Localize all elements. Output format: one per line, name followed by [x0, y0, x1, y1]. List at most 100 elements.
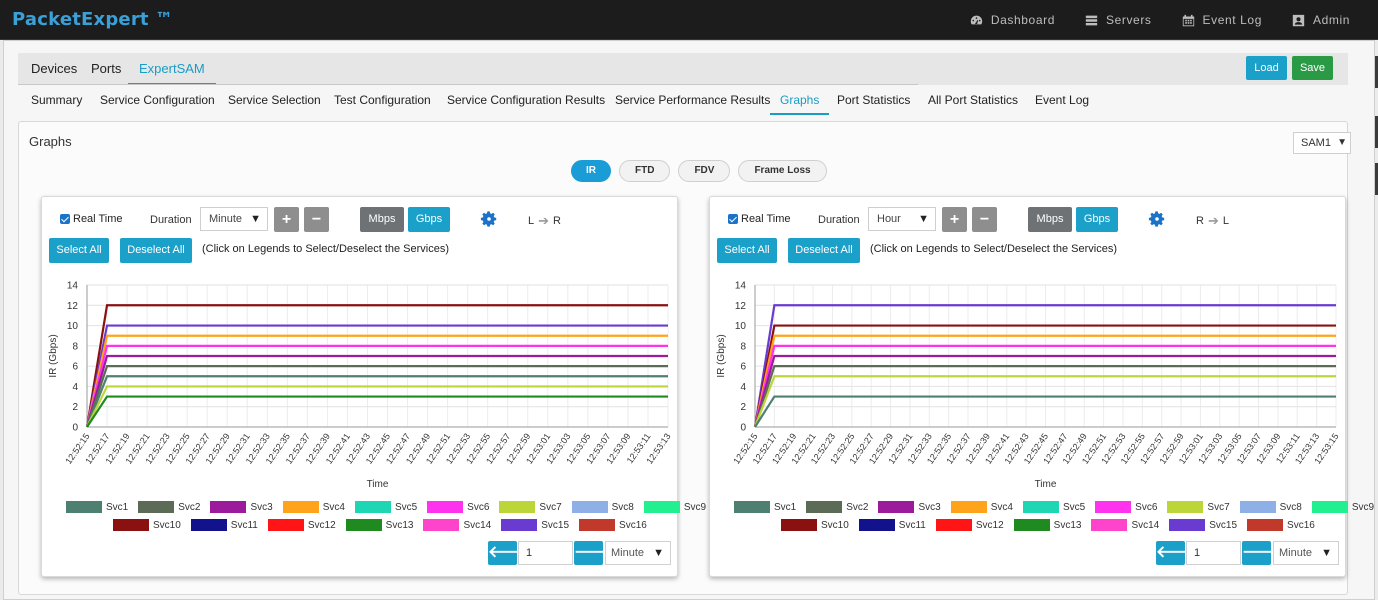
series-line-svc10[interactable]	[85, 304, 668, 428]
deselect-all-button[interactable]: Deselect All	[788, 238, 860, 263]
next-page-button[interactable]: 🡒	[1242, 541, 1285, 565]
legend-item-svc7[interactable]: Svc7	[499, 501, 571, 513]
tab-ports[interactable]: Ports	[91, 61, 122, 76]
tab-all-port-statistics[interactable]: All Port Statistics	[928, 93, 1019, 107]
legend-item-svc1[interactable]: Svc1	[734, 501, 806, 513]
tab-devices[interactable]: Devices	[31, 61, 78, 76]
load-button[interactable]: Load	[1246, 56, 1287, 80]
page-unit-value: Minute	[1279, 547, 1313, 559]
legend-item-svc4[interactable]: Svc4	[950, 501, 1023, 513]
save-button[interactable]: Save	[1292, 56, 1333, 80]
legend-item-svc10[interactable]: Svc10	[781, 519, 859, 531]
legend-swatch	[1239, 501, 1276, 513]
legend-item-svc5[interactable]: Svc5	[354, 501, 427, 513]
legend-item-svc8[interactable]: Svc8	[571, 501, 644, 513]
legend-item-svc6[interactable]: Svc6	[1095, 501, 1167, 513]
metric-tab-ir[interactable]: IR	[571, 160, 611, 182]
legend-item-svc2[interactable]: Svc2	[806, 501, 878, 513]
legend-item-svc10[interactable]: Svc10	[113, 519, 191, 531]
legend-item-svc9[interactable]: Svc9	[643, 501, 716, 513]
zoom-in-button[interactable]: +	[274, 207, 299, 232]
legend-swatch	[1022, 501, 1059, 513]
series-line-svc2[interactable]	[753, 365, 1336, 428]
brand-logo[interactable]: PacketExpert ™	[12, 9, 174, 30]
legend-item-svc2[interactable]: Svc2	[138, 501, 210, 513]
nav-admin[interactable]: Admin	[1292, 13, 1350, 27]
legend-item-svc16[interactable]: Svc16	[579, 519, 657, 531]
sam-select[interactable]: SAM1 ▼	[1293, 132, 1351, 154]
page-unit-select[interactable]: Minute ▼	[605, 541, 671, 565]
tab-event-log[interactable]: Event Log	[1035, 93, 1090, 107]
page-input[interactable]	[1186, 541, 1241, 565]
main-page: Devices Ports ExpertSAM Summary Service …	[3, 40, 1375, 600]
metric-tab-fdv[interactable]: FDV	[678, 160, 731, 182]
series-line-svc2[interactable]	[85, 365, 668, 428]
tab-port-statistics[interactable]: Port Statistics	[837, 93, 911, 107]
series-line-svc7[interactable]	[86, 385, 668, 428]
gear-icon[interactable]	[1148, 210, 1166, 228]
select-all-button[interactable]: Select All	[49, 238, 109, 263]
real-time-checkbox[interactable]: Real Time	[60, 213, 123, 225]
legend-item-svc9[interactable]: Svc9	[1311, 501, 1378, 513]
page-input[interactable]	[518, 541, 573, 565]
prev-page-button[interactable]: 🡐	[488, 541, 531, 565]
mbps-button[interactable]: Mbps	[1028, 207, 1072, 232]
legend-item-svc3[interactable]: Svc3	[878, 501, 950, 513]
page-unit-select[interactable]: Minute ▼	[1273, 541, 1339, 565]
metric-tab-ftd[interactable]: FTD	[619, 160, 671, 182]
legend-item-svc15[interactable]: Svc15	[1169, 519, 1247, 531]
series-line-svc15[interactable]	[753, 304, 1336, 428]
legend-item-svc13[interactable]: Svc13	[1013, 519, 1092, 531]
nav-dashboard[interactable]: Dashboard	[970, 13, 1055, 27]
nav-event-log[interactable]: Event Log	[1182, 13, 1262, 27]
duration-select[interactable]: Minute ▼	[200, 207, 268, 231]
legend-item-svc14[interactable]: Svc14	[1091, 519, 1169, 531]
legend-item-svc3[interactable]: Svc3	[210, 501, 282, 513]
series-line-svc4[interactable]	[85, 334, 668, 428]
legend-item-svc8[interactable]: Svc8	[1239, 501, 1312, 513]
legend-item-svc1[interactable]: Svc1	[66, 501, 138, 513]
nav-servers[interactable]: Servers	[1085, 13, 1152, 27]
legend-item-svc12[interactable]: Svc12	[935, 519, 1014, 531]
next-page-button[interactable]: 🡒	[574, 541, 617, 565]
legend-swatch	[499, 501, 536, 513]
select-all-button[interactable]: Select All	[717, 238, 777, 263]
legend-item-svc13[interactable]: Svc13	[345, 519, 424, 531]
zoom-out-button[interactable]: −	[304, 207, 329, 232]
mbps-button[interactable]: Mbps	[360, 207, 404, 232]
legend-item-svc15[interactable]: Svc15	[501, 519, 579, 531]
zoom-in-button[interactable]: +	[942, 207, 967, 232]
tab-service-configuration[interactable]: Service Configuration	[100, 93, 215, 107]
legend-swatch	[878, 501, 915, 513]
metric-tab-frame-loss[interactable]: Frame Loss	[738, 160, 827, 182]
gbps-button[interactable]: Gbps	[408, 207, 450, 232]
legend-item-svc7[interactable]: Svc7	[1167, 501, 1239, 513]
real-time-checkbox[interactable]: Real Time	[728, 213, 791, 225]
tab-summary[interactable]: Summary	[31, 93, 83, 107]
legend-item-svc14[interactable]: Svc14	[423, 519, 501, 531]
legend-item-svc5[interactable]: Svc5	[1022, 501, 1095, 513]
tab-graphs[interactable]: Graphs	[770, 87, 830, 115]
series-line-svc7[interactable]	[753, 375, 1336, 428]
tab-service-configuration-results[interactable]: Service Configuration Results	[447, 93, 606, 107]
deselect-all-button[interactable]: Deselect All	[120, 238, 192, 263]
legend-item-svc16[interactable]: Svc16	[1247, 519, 1325, 531]
tab-service-selection[interactable]: Service Selection	[228, 93, 321, 107]
legend-item-svc6[interactable]: Svc6	[427, 501, 499, 513]
legend-item-svc12[interactable]: Svc12	[267, 519, 346, 531]
metric-tabs: IR FTD FDV Frame Loss	[571, 160, 827, 182]
tab-service-performance-results[interactable]: Service Performance Results	[615, 93, 771, 107]
series-line-svc13[interactable]	[86, 395, 668, 428]
gear-icon[interactable]	[480, 210, 498, 228]
tab-test-configuration[interactable]: Test Configuration	[334, 93, 431, 107]
series-line-svc1[interactable]	[85, 375, 668, 428]
gbps-button[interactable]: Gbps	[1076, 207, 1118, 232]
legend-item-svc4[interactable]: Svc4	[282, 501, 355, 513]
prev-page-button[interactable]: 🡐	[1156, 541, 1199, 565]
tab-expertsam[interactable]: ExpertSAM	[128, 53, 216, 85]
legend-item-svc11[interactable]: Svc11	[858, 519, 936, 531]
zoom-out-button[interactable]: −	[972, 207, 997, 232]
legend-item-svc11[interactable]: Svc11	[190, 519, 268, 531]
duration-select[interactable]: Hour ▼	[868, 207, 936, 231]
series-line-svc1[interactable]	[754, 395, 1336, 428]
